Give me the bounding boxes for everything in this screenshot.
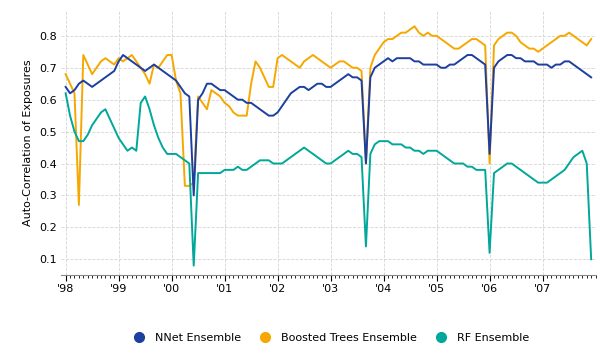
Y-axis label: Auto-Correlation of Exposures: Auto-Correlation of Exposures (23, 60, 33, 226)
Legend: NNet Ensemble, Boosted Trees Ensemble, RF Ensemble: NNet Ensemble, Boosted Trees Ensemble, R… (123, 329, 534, 344)
